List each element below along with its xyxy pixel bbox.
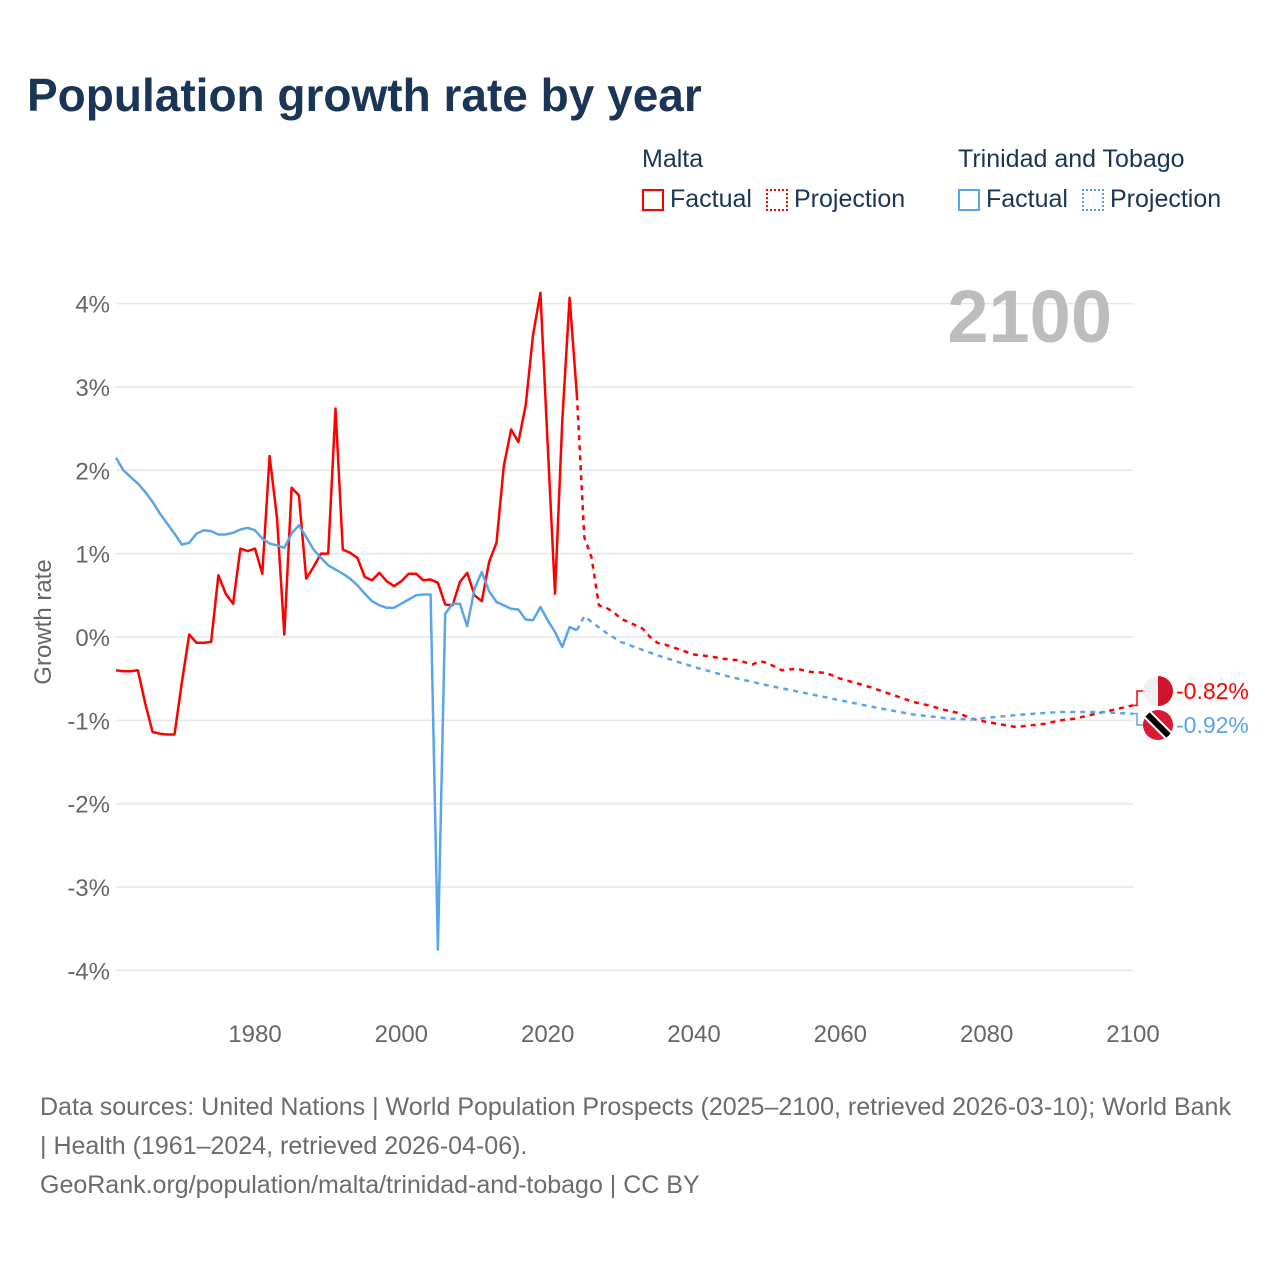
legend-item-malta-projection[interactable]: Projection [765, 185, 906, 214]
flag-red-half [1158, 676, 1173, 706]
footer: Data sources: United Nations | World Pop… [40, 1088, 1240, 1205]
y-tick-label: 2% [75, 458, 110, 485]
legend-swatch-solid [642, 188, 664, 211]
x-tick-label: 2060 [814, 1021, 867, 1048]
trinidad-flag-icon [1143, 710, 1173, 740]
trinidad-factual-line [114, 457, 578, 951]
x-tick-label: 2080 [960, 1021, 1013, 1048]
x-tick-label: 1980 [228, 1021, 281, 1048]
legend-label: Factual [670, 185, 752, 213]
flag-fill [1143, 676, 1173, 706]
legend-group-title: Malta [642, 145, 704, 173]
trinidad-projection-line [575, 614, 1134, 721]
y-tick-label: -3% [67, 875, 110, 902]
chart-title: Population growth rate by year [27, 69, 702, 121]
legend-item-trinidad-factual[interactable]: Factual [958, 185, 1068, 214]
y-tick-label: 3% [75, 375, 110, 402]
y-axis-label: Growth rate [30, 559, 57, 684]
legend-swatch-dotted [765, 188, 788, 211]
x-tick-label: 2000 [375, 1021, 428, 1048]
legend-label: Factual [986, 185, 1068, 213]
source-link[interactable]: GeoRank.org/population/malta/trinidad-an… [40, 1171, 700, 1199]
legend-group-malta: Malta Factual Projection [642, 145, 905, 214]
legend-swatch-solid [958, 188, 980, 211]
y-tick-label: 0% [75, 625, 110, 652]
legend-group-title: Trinidad and Tobago [958, 145, 1185, 173]
legend-item-malta-factual[interactable]: Factual [642, 185, 752, 214]
malta-factual-line [115, 291, 579, 736]
x-tick-label: 2040 [667, 1021, 720, 1048]
line-chart: 4% 3% 2% 1% 0% -1% -2% -3% -4% 1980 2000 2020 2040 20… [30, 275, 1249, 1048]
leader-line [1133, 690, 1145, 707]
flag-fill [1143, 710, 1173, 740]
legend-label: Projection [793, 185, 906, 213]
y-tick-label: -2% [67, 792, 110, 819]
y-tick-label: -1% [67, 708, 110, 735]
y-tick-label: -4% [67, 958, 110, 985]
x-tick-label: 2020 [521, 1021, 574, 1048]
malta-flag-icon [1143, 676, 1173, 706]
x-tick-label: 2100 [1106, 1021, 1159, 1048]
flag-white-half [1143, 676, 1158, 706]
legend-label: Projection [1109, 185, 1222, 213]
flag-black-stripe [1143, 710, 1173, 740]
data-sources: Data sources: United Nations | World Pop… [40, 1093, 1231, 1160]
leader-line [1133, 712, 1145, 726]
y-tick-label: 1% [75, 542, 110, 569]
malta-projection-line [575, 395, 1134, 729]
legend-group-trinidad: Trinidad and Tobago Factual Projection [958, 145, 1221, 214]
end-value-label: -0.82% [1176, 678, 1249, 704]
end-value-label: -0.92% [1176, 712, 1249, 738]
y-tick-label: 4% [75, 292, 110, 319]
legend-item-trinidad-projection[interactable]: Projection [1081, 185, 1222, 214]
year-badge: 2100 [947, 275, 1112, 358]
legend-swatch-dotted [1081, 188, 1104, 211]
